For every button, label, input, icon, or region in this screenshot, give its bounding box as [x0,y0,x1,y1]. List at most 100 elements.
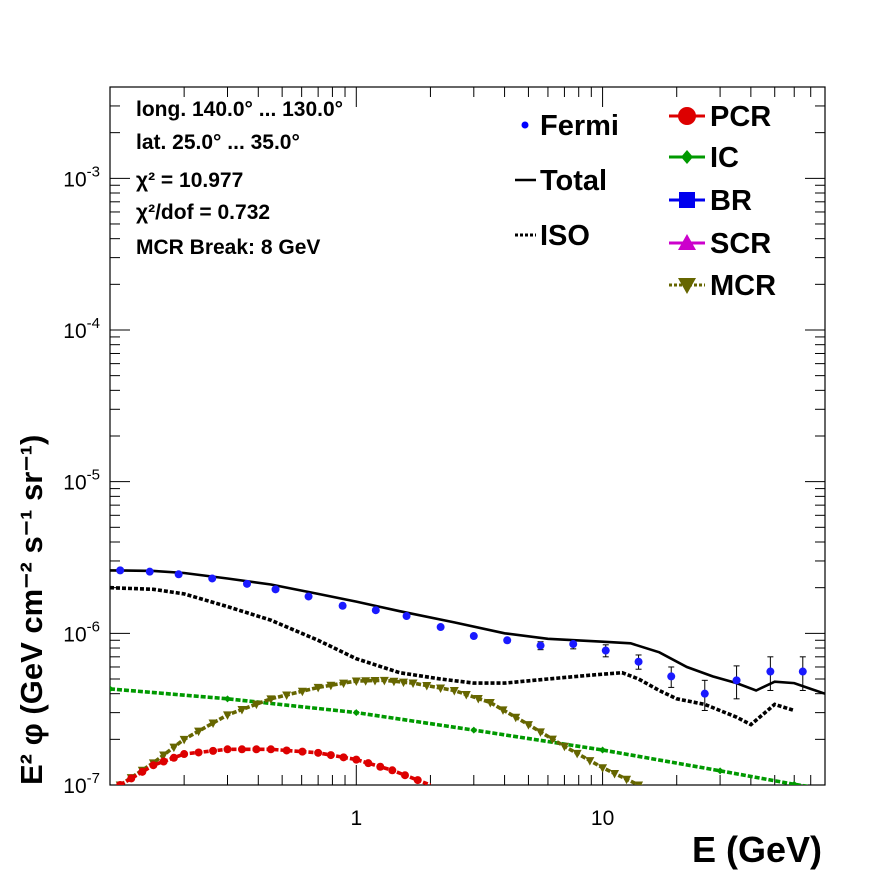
pcr-marker [298,747,307,756]
fermi-point [700,689,709,698]
legend-left: Fermi Total ISO [515,110,619,252]
mcr-marker [266,695,276,704]
pcr-marker [364,759,373,768]
mcr-marker [535,728,545,737]
y-tick-label: 10-7 [63,770,100,798]
ic-marker [790,780,798,785]
fermi-point [174,570,183,579]
series-line-mcr [119,678,644,785]
fermi-points [116,566,807,711]
ic-marker [599,746,607,754]
pcr-marker [339,753,348,762]
fermi-point [798,667,807,676]
legend-pcr-marker [678,107,696,125]
mcr-marker [585,757,595,766]
pcr-marker [237,745,246,754]
legend-mcr-marker [678,278,696,294]
pcr-marker [159,757,168,766]
legend-fermi-marker [521,121,529,129]
legend-total-label: Total [540,165,607,197]
fermi-point [271,585,280,594]
pcr-marker [376,762,385,771]
info-block: long. 140.0° ... 130.0° lat. 25.0° ... 3… [136,98,343,259]
ic-marker [110,685,114,693]
fermi-point [145,567,154,576]
legend-mcr-label: MCR [710,270,776,302]
mcr-marker [559,742,569,752]
mcr-marker [351,677,361,686]
pcr-marker [149,761,158,770]
pcr-marker [400,771,409,780]
series-line-ic [110,687,811,785]
pcr-marker [266,745,275,754]
fermi-point [304,592,313,601]
fermi-point [766,667,775,676]
mcr-marker [339,679,349,689]
mcr-marker [237,706,247,715]
fermi-point [469,632,478,641]
mcr-marker [408,679,418,689]
fermi-point [601,646,610,655]
mcr-marker [208,719,218,729]
info-chi2: χ² = 10.977 [136,169,243,192]
series-layer [110,569,825,798]
mcr-marker [598,764,608,773]
ic-marker [470,726,478,734]
pcr-marker [352,755,361,764]
mcr-marker [473,694,483,704]
mcr-marker [572,749,582,759]
ic-marker [224,695,232,703]
x-tick-label: 1 [350,807,362,830]
pcr-marker [252,745,261,754]
mcr-marker [547,735,557,745]
mcr-marker [622,775,632,785]
series-line-iso [110,585,795,727]
mcr-marker [643,785,652,794]
legend-br-label: BR [710,185,752,217]
ic-marker [716,767,724,775]
pcr-marker [326,751,335,760]
pcr-marker [314,748,323,757]
mcr-marker [159,751,169,761]
info-chi2-dof: χ²/dof = 0.732 [136,201,270,224]
mcr-marker [169,743,179,753]
pcr-marker [282,746,291,755]
mcr-marker [389,677,399,687]
fermi-point [338,601,347,610]
mcr-marker [422,682,432,691]
mcr-marker [326,681,336,691]
y-tick-label: 10-6 [63,618,100,646]
pcr-marker [180,750,189,759]
pcr-marker [388,766,397,775]
y-axis-title: E² φ (GeV cm⁻² s⁻¹ sr⁻¹) [14,435,49,785]
axis-ticks [109,86,826,786]
legend-scr-marker [678,234,696,250]
fermi-point [667,672,676,681]
fermi-point [732,676,741,685]
pcr-marker [127,774,136,783]
mcr-marker [436,684,446,694]
mcr-marker [449,686,459,696]
legend-iso-label: ISO [540,220,590,252]
mcr-marker [379,676,389,686]
mcr-marker [634,781,644,785]
mcr-marker [297,687,307,697]
mcr-marker [485,698,495,708]
y-tick-label: 10-5 [63,467,100,495]
mcr-marker [652,789,661,798]
pcr-marker [169,753,178,762]
legend-br-marker [679,192,695,208]
y-tick-label: 10-3 [63,163,100,191]
legend-ic-label: IC [710,142,739,174]
mcr-marker [370,677,380,686]
pcr-marker [413,776,422,785]
legend-scr-label: SCR [710,228,771,260]
fermi-point [569,640,578,649]
mcr-marker [498,706,508,715]
x-tick-labels: 1 10 [350,807,614,830]
legend-right: PCR IC BR SCR MCR [669,101,776,302]
mcr-marker [461,690,471,700]
y-tick-label: 10-4 [63,315,100,343]
info-latitude: lat. 25.0° ... 35.0° [136,131,300,154]
